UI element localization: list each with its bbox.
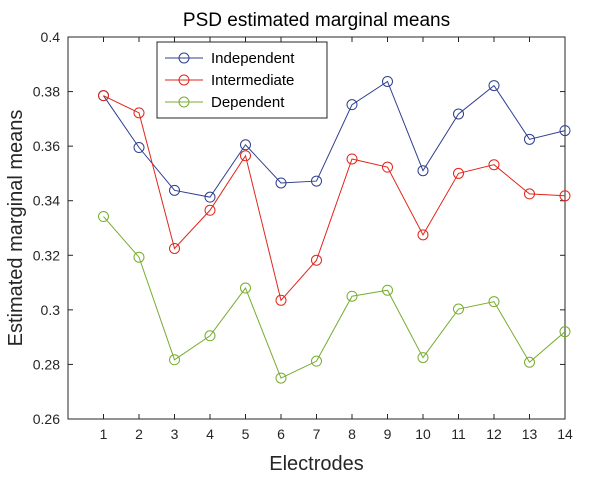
x-tick-label: 9: [384, 426, 392, 442]
x-axis-label: Electrodes: [269, 453, 364, 475]
data-point: [346, 99, 358, 111]
data-point: [559, 125, 571, 137]
legend-label: Dependent: [211, 94, 285, 111]
data-point: [559, 190, 571, 202]
y-tick-label: 0.3: [41, 302, 61, 318]
chart-title: PSD estimated marginal means: [183, 10, 450, 31]
y-tick-label: 0.28: [33, 356, 60, 372]
data-point: [453, 167, 464, 179]
x-tick-label: 3: [171, 426, 179, 442]
data-point: [524, 188, 535, 200]
data-point: [169, 184, 180, 196]
data-point: [133, 142, 145, 154]
data-point: [311, 254, 322, 266]
data-point: [311, 355, 322, 367]
data-point: [169, 354, 180, 366]
data-point: [524, 133, 535, 145]
data-point: [98, 211, 109, 223]
series-line: [103, 216, 566, 379]
x-tick-label: 5: [242, 426, 250, 442]
y-tick-label: 0.26: [33, 411, 60, 427]
data-point: [382, 75, 393, 87]
y-axis: 0.26 0.28 0.3 0.32 0.34 0.36 0.38 0.4: [33, 29, 565, 427]
data-point: [346, 153, 358, 165]
x-tick-label: 8: [348, 426, 356, 442]
legend-item-intermediate: Intermediate: [165, 72, 294, 89]
legend-swatch-marker: [178, 74, 190, 86]
data-point: [169, 242, 180, 254]
data-point: [275, 177, 287, 189]
data-point: [382, 161, 393, 173]
x-tick-label: 4: [206, 426, 214, 442]
data-point: [133, 107, 145, 119]
data-point: [204, 330, 216, 342]
data-point: [204, 191, 216, 203]
data-point: [417, 352, 429, 364]
data-point: [240, 282, 251, 294]
legend-item-independent: Independent: [165, 50, 295, 67]
x-tick-label: 2: [135, 426, 143, 442]
data-point: [311, 175, 322, 187]
data-point: [275, 294, 287, 306]
data-point: [275, 372, 287, 384]
data-point: [240, 139, 251, 151]
x-tick-label: 11: [451, 426, 466, 442]
data-point: [346, 290, 358, 302]
legend: Independent Intermediate Dependent: [156, 41, 328, 119]
y-tick-label: 0.36: [33, 138, 60, 154]
data-point: [417, 229, 429, 241]
x-tick-label: 12: [486, 426, 502, 442]
x-tick-label: 1: [100, 426, 108, 442]
series-line: [103, 80, 566, 198]
legend-label: Intermediate: [211, 72, 294, 89]
legend-swatch-marker: [178, 96, 190, 108]
x-tick-label: 13: [522, 426, 538, 442]
data-point: [382, 284, 393, 296]
data-point: [488, 159, 500, 171]
data-point: [453, 303, 464, 315]
y-tick-label: 0.38: [33, 84, 60, 100]
data-point: [98, 90, 109, 102]
series-layer: [98, 75, 571, 384]
data-point: [133, 251, 145, 263]
legend-label: Independent: [211, 50, 295, 67]
x-tick-label: 10: [415, 426, 431, 442]
series-dependent: [98, 211, 571, 384]
series-line: [103, 95, 566, 302]
data-point: [453, 108, 464, 120]
data-point: [488, 296, 500, 308]
series-intermediate: [98, 90, 571, 306]
data-point: [524, 356, 535, 368]
y-tick-label: 0.32: [33, 247, 60, 263]
data-point: [240, 150, 251, 162]
data-point: [417, 165, 429, 177]
legend-swatch-marker: [178, 52, 190, 64]
x-tick-label: 14: [557, 426, 573, 442]
data-point: [559, 326, 571, 338]
x-tick-label: 6: [277, 426, 285, 442]
x-tick-label: 7: [313, 426, 321, 442]
y-tick-label: 0.34: [33, 193, 60, 209]
data-point: [204, 204, 216, 216]
y-tick-label: 0.4: [41, 29, 61, 45]
data-point: [488, 80, 500, 92]
y-axis-label: Estimated marginal means: [5, 110, 27, 347]
x-axis: 1 2 3 4 5 6 7 8 9 10 11 12 13 14: [100, 37, 573, 442]
legend-item-dependent: Dependent: [165, 94, 285, 111]
